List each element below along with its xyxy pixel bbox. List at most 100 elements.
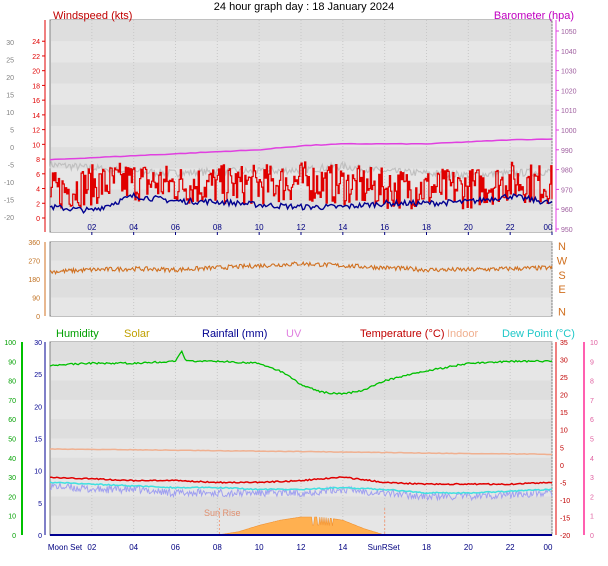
barometer-tick-label: 990 — [561, 148, 573, 155]
band — [51, 297, 551, 316]
wind-average-series-line — [49, 191, 553, 215]
temperature-tick-label: 0 — [560, 463, 564, 470]
band — [51, 361, 551, 381]
uv-tick-label: 10 — [590, 340, 598, 347]
x-tick-label: 04 — [129, 543, 138, 552]
x-tick-label: 16 — [380, 223, 389, 232]
left-outer-tick: 0 — [10, 145, 14, 152]
direction-tick-label: 360 — [28, 240, 40, 247]
barometer-tick-label: 1040 — [561, 49, 577, 56]
rainfall-label: Rainfall (mm) — [202, 328, 267, 340]
barometer-label: Barometer (hpa) — [494, 10, 574, 22]
x-tick-label: 10 — [255, 543, 264, 552]
compass-label: N — [558, 241, 566, 253]
band — [51, 419, 551, 439]
windspeed-tick-label: 8 — [36, 157, 40, 164]
temperature-tick-label: 5 — [560, 445, 564, 452]
x-tick-label: 22 — [506, 543, 515, 552]
x-tick-label: 00 — [544, 223, 553, 232]
uv-tick-label: 5 — [590, 437, 594, 444]
windspeed-tick-label: 14 — [32, 113, 40, 120]
humidity-tick-label: 50 — [8, 437, 16, 444]
temperature-tick-label: 35 — [560, 340, 568, 347]
x-tick-label: 12 — [297, 223, 306, 232]
left-outer-tick: 10 — [6, 110, 14, 117]
uv-tick-label: 1 — [590, 514, 594, 521]
x-tick-label: 02 — [87, 223, 96, 232]
x-tick-label: 02 — [87, 543, 96, 552]
left-outer-tick: -10 — [4, 180, 14, 187]
dewpoint-label: Dew Point (°C) — [502, 328, 575, 340]
temperature-series-line — [49, 476, 553, 486]
x-tick-label: 06 — [171, 223, 180, 232]
band — [51, 62, 551, 84]
x-tick-label: 22 — [506, 223, 515, 232]
sun-rise-label: Sun Rise — [204, 508, 241, 518]
windspeed-tick-label: 6 — [36, 172, 40, 179]
x-tick-label: 08 — [213, 543, 222, 552]
x-tick-label: 20 — [464, 543, 473, 552]
band — [51, 41, 551, 63]
temperature-tick-label: 20 — [560, 393, 568, 400]
barometer-tick-label: 1010 — [561, 108, 577, 115]
temp-humidity-axes: 1009080706050403020100302520151050353025… — [4, 340, 598, 552]
direction-tick-label: 180 — [28, 277, 40, 284]
uv-tick-label: 9 — [590, 359, 594, 366]
compass-label: N — [558, 307, 566, 319]
indoor-label: Indoor — [447, 328, 479, 340]
windspeed-tick-label: 10 — [32, 142, 40, 149]
humidity-tick-label: 40 — [8, 456, 16, 463]
wind-baro-panel: 302520151050-5-10-15-2024222018161412108… — [4, 10, 577, 235]
left-outer-tick: -5 — [8, 163, 14, 170]
x-tick-label: 04 — [129, 223, 138, 232]
humidity-tick-label: 100 — [4, 340, 16, 347]
rainfall-tick-label: 0 — [38, 533, 42, 540]
humidity-tick-label: 30 — [8, 475, 16, 482]
x-tick-label: SunRSet — [368, 543, 401, 552]
humidity-tick-label: 0 — [12, 533, 16, 540]
uv-tick-label: 7 — [590, 398, 594, 405]
compass-label: E — [558, 284, 565, 296]
x-tick-label: Moon Set — [48, 543, 83, 552]
windspeed-label: Windspeed (kts) — [53, 10, 132, 22]
windspeed-tick-label: 24 — [32, 39, 40, 46]
x-tick-label: 14 — [338, 223, 347, 232]
barometer-tick-label: 950 — [561, 227, 573, 234]
uv-tick-label: 4 — [590, 456, 594, 463]
left-outer-tick: 5 — [10, 128, 14, 135]
wind-baro-grid — [51, 20, 553, 232]
humidity-label: Humidity — [56, 328, 99, 340]
x-tick-label: 20 — [464, 223, 473, 232]
humidity-tick-label: 20 — [8, 494, 16, 501]
compass-label: W — [557, 255, 568, 267]
uv-tick-label: 8 — [590, 379, 594, 386]
left-outer-tick: 15 — [6, 93, 14, 100]
temperature-tick-label: -10 — [560, 498, 570, 505]
direction-series-line — [49, 260, 553, 276]
rainfall-tick-label: 30 — [34, 340, 42, 347]
wind-baro-axes: 302520151050-5-10-15-2024222018161412108… — [4, 20, 577, 235]
chart-title: 24 hour graph day : 18 January 2024 — [214, 1, 394, 13]
band — [51, 126, 551, 148]
rainfall-tick-label: 15 — [34, 437, 42, 444]
rainfall-tick-label: 10 — [34, 469, 42, 476]
barometer-tick-label: 1020 — [561, 88, 577, 95]
windspeed-tick-label: 4 — [36, 187, 40, 194]
x-tick-label: 08 — [213, 223, 222, 232]
x-tick-label: 12 — [297, 543, 306, 552]
windspeed-tick-label: 0 — [36, 216, 40, 223]
temp-humidity-grid — [51, 342, 553, 535]
windspeed-tick-label: 12 — [32, 128, 40, 135]
dewpoint-series-line — [49, 481, 553, 495]
left-outer-tick: -20 — [4, 215, 14, 222]
temp-humidity-panel: 1009080706050403020100302520151050353025… — [4, 328, 598, 552]
barometer-tick-label: 1030 — [561, 69, 577, 76]
band — [51, 279, 551, 298]
x-tick-label: 18 — [422, 223, 431, 232]
windspeed-tick-label: 16 — [32, 98, 40, 105]
windspeed-tick-label: 18 — [32, 83, 40, 90]
temperature-tick-label: 15 — [560, 410, 568, 417]
